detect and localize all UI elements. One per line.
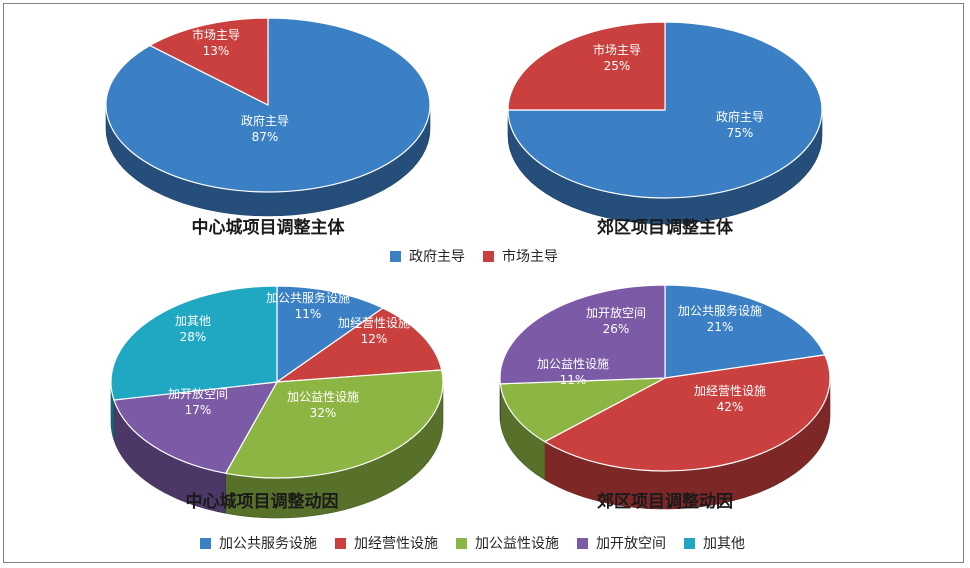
pie-slice-加经营性设施 [276, 307, 443, 383]
slice-label-value: 32% [310, 406, 337, 420]
slice-label-name: 加开放空间 [168, 386, 228, 401]
pie-slice-加开放空间 [499, 284, 666, 385]
legend-item: 加公共服务设施 [200, 533, 317, 553]
pie-slices [499, 284, 831, 472]
figure-frame [3, 3, 964, 563]
slice-label-value: 12% [361, 332, 388, 346]
legend-item: 政府主导 [390, 246, 465, 266]
legend-swatch [390, 250, 401, 262]
slice-label-name: 加公共服务设施 [266, 290, 350, 305]
pie-chart-4: 加公共服务设施 21% 加经营性设施 42% 加公益性设施 11% 加开放空间 26% 郊区项目… [499, 284, 831, 512]
pie-slices [110, 285, 444, 479]
legend-item: 加开放空间 [577, 533, 666, 553]
slice-label-name: 加其他 [175, 314, 211, 328]
slice-label-value: 17% [185, 403, 212, 417]
slice-label-value: 13% [203, 44, 230, 58]
chart-title: 中心城项目调整主体 [192, 217, 346, 238]
legend-swatch [456, 537, 467, 549]
slice-label-value: 25% [604, 59, 631, 73]
legend-label: 政府主导 [409, 249, 465, 265]
slice-label-value: 11% [560, 373, 587, 387]
legend-top: 政府主导 市场主导 [390, 246, 558, 266]
pie-slice-加经营性设施 [544, 354, 831, 472]
slice-label-name: 加公益性设施 [537, 357, 609, 371]
pie-slice-市场主导 [507, 21, 666, 111]
slice-label-value: 11% [295, 307, 322, 321]
pie-slice-加开放空间 [113, 381, 278, 474]
slice-label-name: 政府主导 [241, 113, 289, 128]
pie-slice-加公益性设施 [225, 369, 444, 479]
pie-chart-1: 政府主导 87% 市场主导 13% 中心城项目调整主体 [105, 17, 431, 238]
pie-slice-政府主导 [507, 21, 823, 199]
legend-item: 加其他 [684, 533, 745, 553]
slice-label-value: 87% [252, 130, 279, 144]
pie-slice-加公共服务设施 [276, 285, 384, 383]
slice-label-name: 政府主导 [716, 109, 764, 124]
pie-slices [105, 17, 431, 193]
chart-title: 郊区项目调整主体 [597, 217, 734, 238]
pie-slices [507, 21, 823, 199]
chart-title: 中心城项目调整动因 [186, 491, 339, 512]
slice-label-name: 加开放空间 [586, 305, 646, 320]
pie-slice-加其他 [110, 285, 278, 401]
legend-swatch [577, 537, 588, 549]
slice-label-value: 42% [717, 400, 744, 414]
slice-label-value: 26% [603, 322, 630, 336]
legend-label: 市场主导 [502, 249, 558, 265]
slice-label-value: 21% [707, 320, 734, 334]
slice-label-name: 加经营性设施 [338, 316, 410, 330]
legend-label: 加公益性设施 [475, 536, 559, 552]
pie-chart-2: 政府主导 75% 市场主导 25% 郊区项目调整主体 [507, 21, 823, 238]
legend-item: 市场主导 [483, 246, 558, 266]
pie-slice-加公益性设施 [499, 377, 666, 443]
pie-slice-加公共服务设施 [664, 284, 826, 379]
legend-swatch [200, 537, 211, 549]
slice-label-name: 市场主导 [192, 27, 240, 42]
legend-label: 加其他 [703, 536, 745, 552]
slice-label-name: 加公益性设施 [287, 390, 359, 404]
legend-item: 加经营性设施 [335, 533, 438, 553]
legend-bottom: 加公共服务设施 加经营性设施 加公益性设施 加开放空间 加其他 [200, 533, 745, 553]
legend-label: 加公共服务设施 [219, 536, 317, 552]
legend-label: 加开放空间 [596, 536, 666, 552]
slice-label-name: 加公共服务设施 [678, 303, 762, 318]
pie-slice-市场主导 [149, 17, 269, 106]
slice-label-value: 28% [180, 330, 207, 344]
slice-label-name: 加经营性设施 [694, 384, 766, 398]
legend-item: 加公益性设施 [456, 533, 559, 553]
slice-label-value: 75% [727, 126, 754, 140]
chart-title: 郊区项目调整动因 [597, 491, 733, 512]
slice-label-name: 市场主导 [593, 42, 641, 57]
pie-chart-3: 加公共服务设施 11% 加经营性设施 12% 加公益性设施 32% 加开放空间 17% 加其他 2… [110, 285, 444, 519]
legend-swatch [483, 250, 494, 262]
legend-label: 加经营性设施 [354, 536, 438, 552]
legend-swatch [335, 537, 346, 549]
legend-swatch [684, 537, 695, 549]
